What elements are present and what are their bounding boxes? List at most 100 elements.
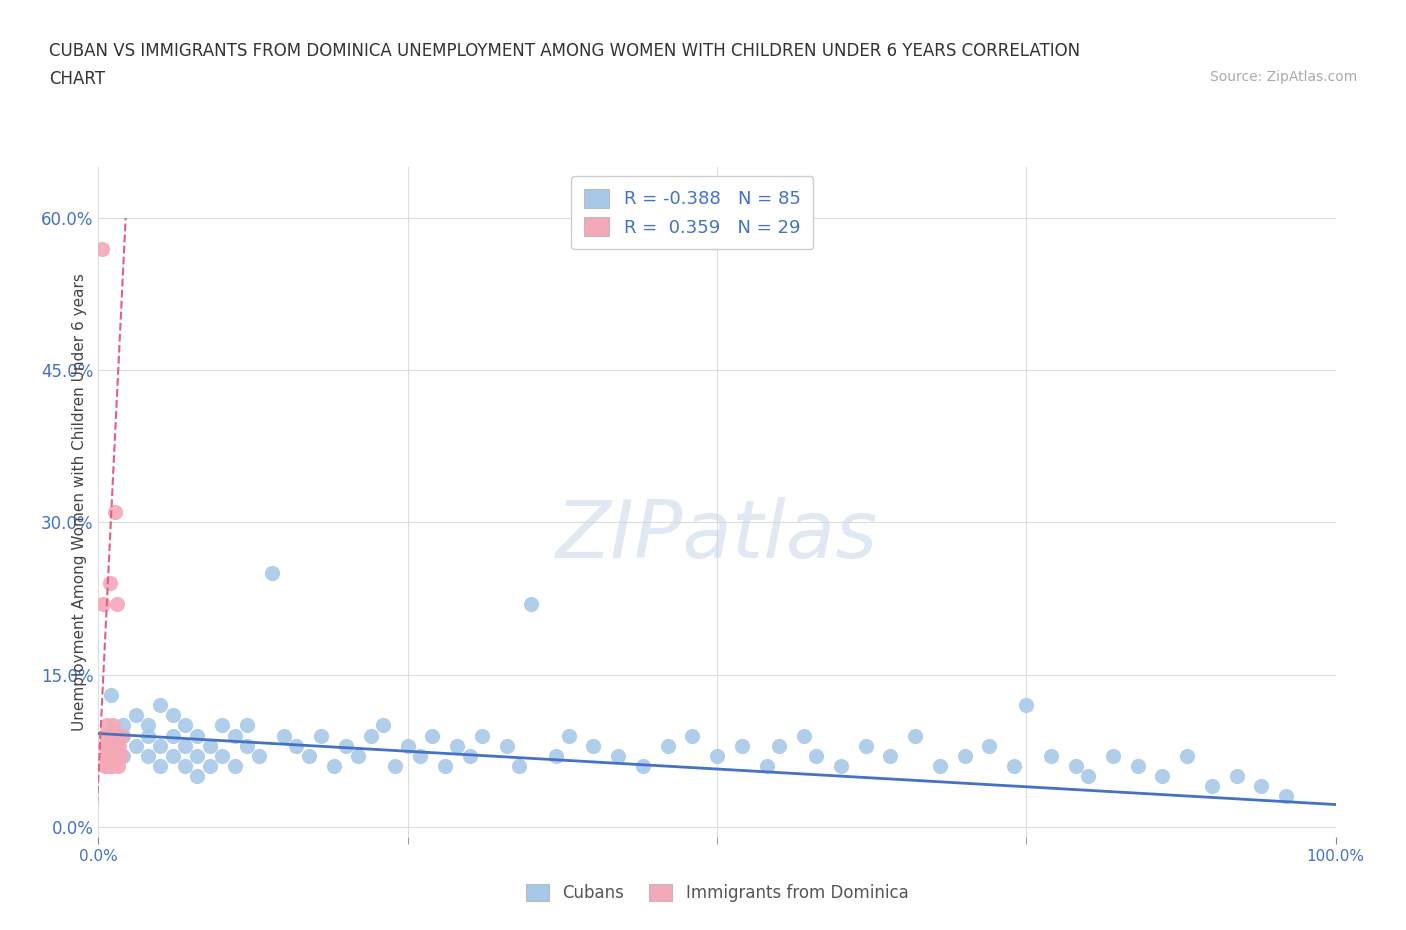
Point bbox=[98, 576, 121, 591]
Point bbox=[101, 738, 124, 753]
Point bbox=[103, 505, 125, 520]
Point bbox=[101, 759, 124, 774]
Point bbox=[211, 718, 233, 733]
Point bbox=[446, 738, 468, 753]
Point bbox=[198, 738, 221, 753]
Point bbox=[1015, 698, 1038, 712]
Point bbox=[1102, 749, 1125, 764]
Point bbox=[1040, 749, 1063, 764]
Point bbox=[409, 749, 432, 764]
Point bbox=[335, 738, 357, 753]
Point bbox=[1064, 759, 1087, 774]
Point bbox=[260, 565, 283, 580]
Point bbox=[96, 759, 118, 774]
Point bbox=[107, 759, 129, 774]
Point bbox=[1175, 749, 1198, 764]
Text: CHART: CHART bbox=[49, 70, 105, 87]
Point bbox=[546, 749, 568, 764]
Point bbox=[1077, 769, 1099, 784]
Point bbox=[236, 718, 259, 733]
Point bbox=[309, 728, 332, 743]
Point bbox=[136, 718, 159, 733]
Point bbox=[103, 718, 125, 733]
Point bbox=[1152, 769, 1174, 784]
Point bbox=[904, 728, 927, 743]
Point bbox=[162, 749, 184, 764]
Point bbox=[1126, 759, 1149, 774]
Point bbox=[657, 738, 679, 753]
Point bbox=[508, 759, 530, 774]
Point bbox=[1250, 778, 1272, 793]
Point bbox=[236, 738, 259, 753]
Point bbox=[103, 738, 125, 753]
Point bbox=[98, 749, 121, 764]
Point bbox=[110, 749, 132, 764]
Point bbox=[174, 759, 197, 774]
Point bbox=[731, 738, 754, 753]
Point bbox=[124, 738, 146, 753]
Point bbox=[224, 759, 246, 774]
Point bbox=[495, 738, 517, 753]
Point bbox=[879, 749, 901, 764]
Point bbox=[247, 749, 270, 764]
Legend: Cubans, Immigrants from Dominica: Cubans, Immigrants from Dominica bbox=[519, 878, 915, 909]
Point bbox=[94, 728, 117, 743]
Point bbox=[582, 738, 605, 753]
Text: CUBAN VS IMMIGRANTS FROM DOMINICA UNEMPLOYMENT AMONG WOMEN WITH CHILDREN UNDER 6: CUBAN VS IMMIGRANTS FROM DOMINICA UNEMPL… bbox=[49, 42, 1080, 60]
Point bbox=[93, 738, 115, 753]
Point bbox=[458, 749, 481, 764]
Point bbox=[755, 759, 778, 774]
Point bbox=[174, 738, 197, 753]
Point bbox=[136, 728, 159, 743]
Point bbox=[1201, 778, 1223, 793]
Point bbox=[285, 738, 308, 753]
Point bbox=[186, 749, 208, 764]
Point bbox=[298, 749, 321, 764]
Point bbox=[104, 728, 127, 743]
Point bbox=[422, 728, 444, 743]
Point bbox=[1275, 789, 1298, 804]
Point bbox=[105, 738, 128, 753]
Point bbox=[186, 769, 208, 784]
Point bbox=[706, 749, 728, 764]
Point bbox=[112, 728, 135, 743]
Point bbox=[557, 728, 579, 743]
Point bbox=[174, 718, 197, 733]
Point bbox=[520, 596, 543, 611]
Point bbox=[97, 738, 120, 753]
Point bbox=[855, 738, 877, 753]
Point bbox=[93, 759, 115, 774]
Point bbox=[681, 728, 703, 743]
Point bbox=[384, 759, 406, 774]
Point bbox=[91, 241, 114, 256]
Point bbox=[103, 749, 125, 764]
Point bbox=[100, 749, 122, 764]
Point bbox=[149, 698, 172, 712]
Point bbox=[1226, 769, 1249, 784]
Point bbox=[93, 596, 115, 611]
Point bbox=[100, 687, 122, 702]
Point bbox=[149, 759, 172, 774]
Point bbox=[631, 759, 654, 774]
Point bbox=[149, 738, 172, 753]
Text: Source: ZipAtlas.com: Source: ZipAtlas.com bbox=[1209, 70, 1357, 84]
Point bbox=[273, 728, 295, 743]
Point bbox=[94, 749, 117, 764]
Point bbox=[111, 728, 134, 743]
Point bbox=[100, 738, 122, 753]
Point bbox=[198, 759, 221, 774]
Point bbox=[371, 718, 394, 733]
Point bbox=[928, 759, 950, 774]
Point bbox=[953, 749, 976, 764]
Point bbox=[804, 749, 827, 764]
Point bbox=[360, 728, 382, 743]
Point bbox=[136, 749, 159, 764]
Point bbox=[104, 749, 127, 764]
Point bbox=[96, 718, 118, 733]
Point bbox=[830, 759, 852, 774]
Point bbox=[105, 596, 128, 611]
Point bbox=[186, 728, 208, 743]
Point bbox=[97, 759, 120, 774]
Point bbox=[322, 759, 344, 774]
Text: ZIPatlas: ZIPatlas bbox=[555, 497, 879, 575]
